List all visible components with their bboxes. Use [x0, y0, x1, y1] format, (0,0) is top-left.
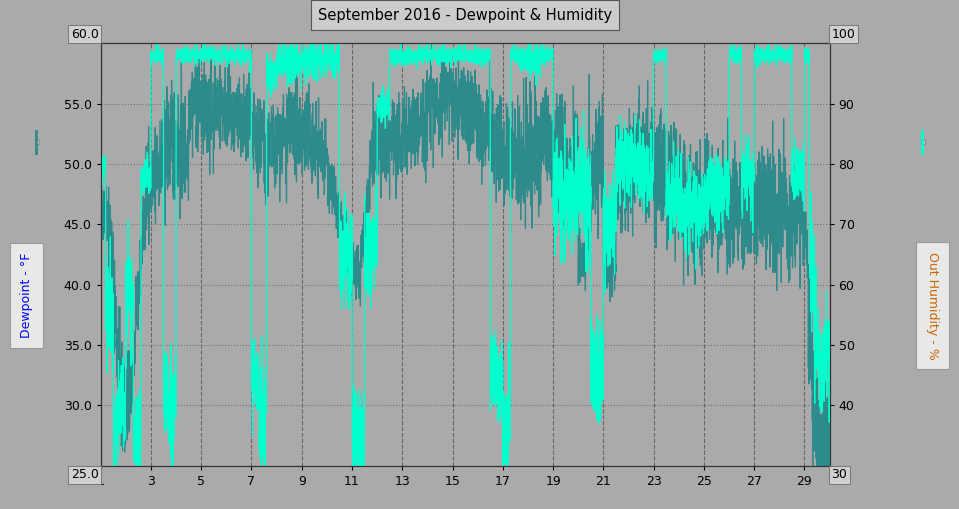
Text: |: |: [918, 130, 927, 155]
Text: 60.0: 60.0: [71, 27, 99, 41]
Text: 30: 30: [831, 468, 848, 482]
Text: September 2016 - Dewpoint & Humidity: September 2016 - Dewpoint & Humidity: [318, 8, 612, 23]
Text: 100: 100: [831, 27, 855, 41]
Text: |: |: [32, 130, 41, 155]
Text: Out Humidity - %: Out Humidity - %: [925, 251, 939, 359]
Text: Dewpoint - °F: Dewpoint - °F: [20, 252, 34, 338]
Text: 25.0: 25.0: [71, 468, 99, 482]
